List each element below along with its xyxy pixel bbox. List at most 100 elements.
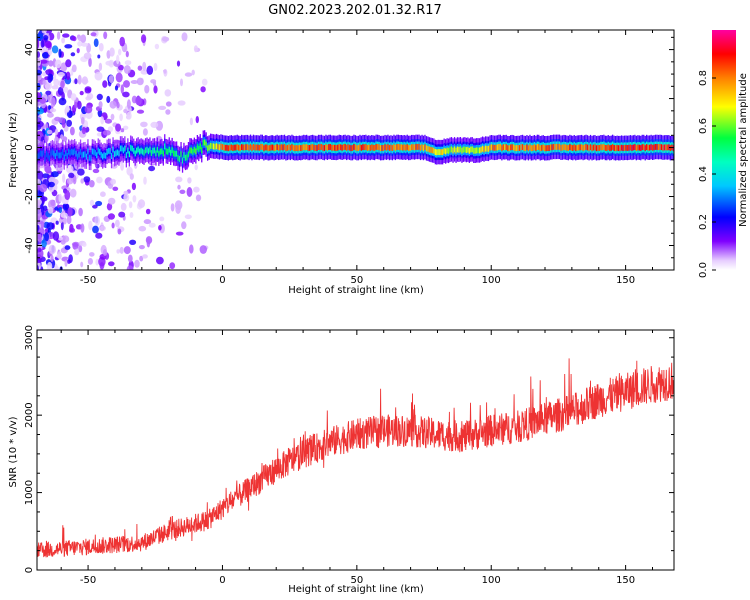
spectrogram-noise-cell bbox=[45, 30, 52, 34]
spectrogram-ridge-cell bbox=[607, 144, 609, 151]
spectrogram-ridge-cell bbox=[586, 144, 589, 151]
spectrogram-noise-cell bbox=[47, 206, 54, 214]
spectrogram-ridge-cell bbox=[211, 143, 213, 150]
spectrogram-ridge-cell bbox=[348, 144, 351, 151]
spectrogram-ridge-cell bbox=[319, 144, 321, 151]
spectrogram-noise-cell bbox=[72, 242, 79, 250]
spectrogram-noise-cell bbox=[69, 227, 75, 233]
spectrogram-ridge-cell bbox=[168, 146, 170, 153]
spectrogram-noise-cell bbox=[37, 51, 40, 58]
spectrogram-noise-cell bbox=[140, 121, 148, 128]
spectrogram-ridge-cell bbox=[368, 144, 370, 151]
spectrogram-noise-cell bbox=[54, 128, 59, 136]
spectrogram-noise-cell bbox=[42, 205, 48, 211]
spectrogram-ridge-cell bbox=[150, 150, 153, 156]
spectrogram-noise-cell bbox=[62, 33, 70, 38]
spectrogram-ridge-cell bbox=[405, 144, 407, 151]
spectrogram-ridge-cell bbox=[610, 144, 612, 151]
spectrogram-ridge-cell bbox=[625, 144, 627, 151]
spectrogram-ridge-cell bbox=[502, 144, 504, 151]
x-tick-label: 150 bbox=[616, 575, 635, 586]
spectrogram-ridge-cell bbox=[94, 150, 96, 156]
spectrogram-ridge-cell bbox=[193, 146, 195, 153]
spectrogram-ridge-cell bbox=[283, 144, 286, 150]
spectrogram-ridge-cell bbox=[362, 144, 364, 151]
spectrogram-ridge-cell bbox=[573, 144, 575, 151]
spectrogram-ridge-cell bbox=[304, 144, 306, 151]
spectrogram-noise-cell bbox=[74, 78, 78, 85]
spectrogram-noise-cell bbox=[37, 124, 42, 131]
spectrogram-noise-cell bbox=[57, 162, 64, 172]
spectrogram-ridge-cell bbox=[555, 143, 558, 150]
spectrogram-ridge-cell bbox=[649, 144, 651, 151]
spectrogram-ridge-cell bbox=[110, 153, 113, 159]
spectrogram-noise-cell bbox=[118, 64, 124, 71]
spectrogram-ridge-cell bbox=[439, 149, 441, 156]
spectrogram-noise-cell bbox=[137, 199, 146, 209]
spectrogram-ridge-cell bbox=[332, 144, 334, 151]
spectrogram-ridge-cell bbox=[269, 145, 271, 151]
spectrogram-ridge-cell bbox=[245, 144, 247, 151]
spectrogram-ridge-cell bbox=[623, 144, 626, 151]
spectrogram-noise-cell bbox=[78, 207, 83, 217]
spectrogram-noise-cell bbox=[104, 118, 112, 124]
spectrogram-ridge-cell bbox=[526, 144, 528, 151]
spectrogram-ridge-cell bbox=[377, 144, 379, 150]
spectrogram-ridge-cell bbox=[641, 144, 643, 151]
colorbar-gradient bbox=[712, 30, 736, 270]
spectrogram-noise-cell bbox=[54, 116, 61, 122]
spectrogram-ridge-cell bbox=[298, 144, 300, 151]
spectrogram-noise-cell bbox=[65, 59, 72, 68]
spectrogram-noise-cell bbox=[69, 188, 77, 198]
spectrogram-noise-cell bbox=[47, 112, 54, 118]
spectrogram-noise-cell bbox=[47, 181, 55, 188]
spectrogram-ridge-cell bbox=[278, 144, 280, 151]
spectrogram-noise-cell bbox=[170, 203, 175, 212]
spectrogram-ridge-cell bbox=[477, 147, 479, 154]
spectrogram-ridge-cell bbox=[363, 144, 365, 151]
snr-panel: -50 0 50 100 150 0 1000 2000 3000 Height of str… bbox=[8, 325, 675, 595]
spectrogram-noise-cell bbox=[143, 219, 152, 225]
spectrogram-ridge-cell bbox=[220, 143, 222, 150]
spectrogram-noise-cell bbox=[71, 64, 77, 73]
spectrogram-ridge-cell bbox=[402, 144, 404, 151]
spectrogram-noise-cell bbox=[158, 225, 162, 231]
spectrogram-noise-cell bbox=[85, 96, 92, 101]
spectrogram-noise-cell bbox=[64, 44, 73, 49]
spectrogram-noise-cell bbox=[118, 211, 126, 218]
spectrogram-noise-cell bbox=[103, 31, 108, 40]
spectrogram-ridge-cell bbox=[208, 144, 210, 151]
spectrogram-noise-cell bbox=[76, 48, 80, 54]
spectrogram-ridge-cell bbox=[344, 144, 346, 150]
spectrogram-noise-cell bbox=[136, 109, 145, 114]
spectrogram-ridge-cell bbox=[585, 144, 587, 150]
spectrogram-ridge-cell bbox=[340, 144, 342, 151]
spectrogram-ridge-cell bbox=[91, 148, 93, 155]
spectrogram-noise-cell bbox=[144, 84, 150, 94]
spectrogram-noise-cell bbox=[98, 101, 103, 109]
spectrogram-noise-cell bbox=[165, 109, 171, 115]
spectrogram-noise-cell bbox=[142, 128, 148, 136]
spectrogram-ridge-cell bbox=[657, 144, 660, 151]
spectrogram-noise-cell bbox=[95, 232, 103, 239]
spectrogram-ridge-cell bbox=[372, 144, 374, 151]
spectrogram-noise-cell bbox=[145, 208, 151, 215]
spectrogram-ridge-cell bbox=[591, 145, 593, 152]
spectrogram-ridge-cell bbox=[338, 144, 340, 150]
spectrogram-ridge-cell bbox=[422, 145, 425, 151]
spectrogram-ridge-cell bbox=[323, 145, 326, 151]
spectrogram-ridge-cell bbox=[285, 145, 287, 152]
spectrogram-ridge-cell bbox=[382, 145, 385, 151]
spectrogram-ridge-cell bbox=[156, 146, 158, 153]
spectrogram-ridge-cell bbox=[181, 157, 184, 164]
spectrogram-noise-cell bbox=[72, 175, 77, 185]
spectrogram-ridge-cell bbox=[90, 154, 92, 161]
spectrogram-ridge-cell bbox=[103, 152, 105, 159]
spectrogram-noise-cell bbox=[177, 100, 186, 106]
spectrogram-ridge-cell bbox=[419, 144, 422, 151]
spectrogram-noise-cell bbox=[148, 222, 156, 228]
spectrogram-noise-cell bbox=[184, 214, 192, 220]
spectrogram-ridge-cell bbox=[365, 144, 367, 150]
spectrogram-ridge-cell bbox=[606, 145, 608, 151]
